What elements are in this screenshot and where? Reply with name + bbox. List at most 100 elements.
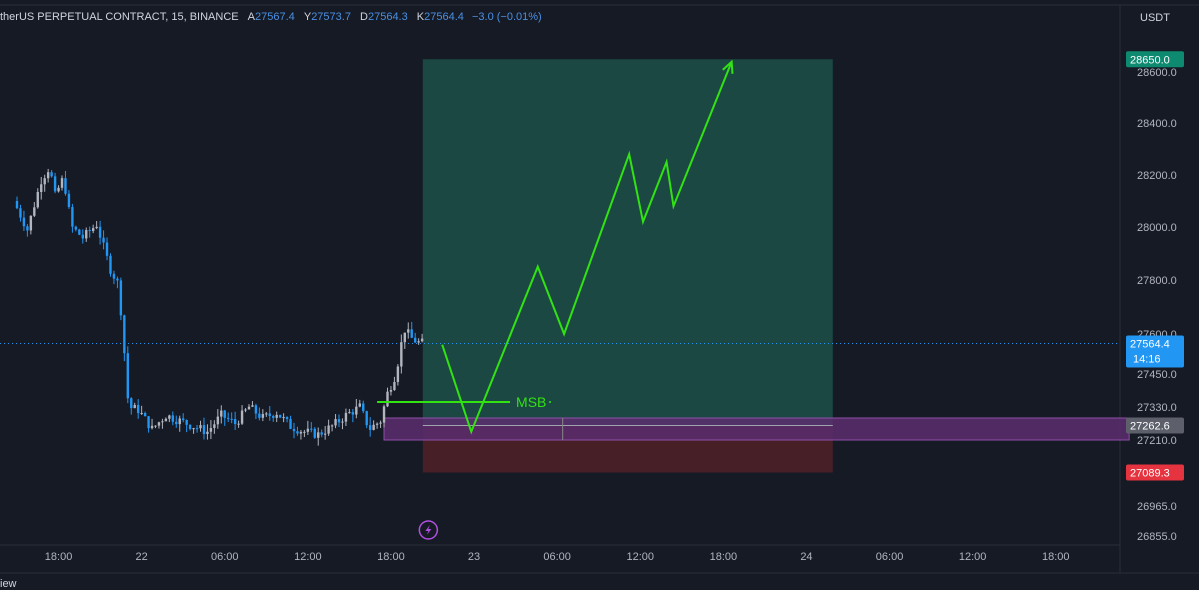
candle-body — [303, 431, 306, 433]
candle-body — [237, 423, 240, 425]
y-tick-label: 28000.0 — [1137, 222, 1177, 234]
candle-body — [268, 413, 271, 417]
candle-body — [282, 417, 285, 419]
candle-body — [341, 421, 344, 423]
candle-body — [407, 329, 410, 333]
supply-zone[interactable] — [383, 417, 1130, 441]
candle-body — [195, 428, 199, 430]
y-tick-label: 27210.0 — [1137, 435, 1177, 447]
candle-body — [26, 226, 29, 231]
candle-body — [46, 172, 50, 179]
candle-body — [223, 410, 226, 418]
candle-body — [382, 406, 386, 423]
candle-body — [140, 413, 143, 415]
stop-price-badge: 27089.3 — [1130, 468, 1170, 480]
symbol-label[interactable]: therUS PERPETUAL CONTRACT, 15, BINANCE — [0, 11, 239, 23]
candle-body — [334, 419, 337, 426]
candle-body — [161, 421, 164, 423]
y-tick-label: 28400.0 — [1137, 118, 1177, 130]
candle-body — [43, 178, 46, 185]
candle-body — [261, 414, 265, 418]
x-tick-label: 06:00 — [543, 551, 571, 563]
y-tick-label: 26855.0 — [1137, 531, 1177, 543]
candle-body — [320, 432, 323, 435]
x-tick-label: 12:00 — [626, 551, 654, 563]
open-value: 27567.4 — [255, 11, 295, 23]
candle-body — [396, 366, 400, 382]
candle-body — [258, 413, 261, 418]
legend-header: therUS PERPETUAL CONTRACT, 15, BINANCE A… — [0, 11, 542, 27]
candle-body — [19, 208, 22, 218]
open-label: A — [247, 11, 256, 23]
candle-body — [413, 337, 417, 343]
change-value: −3.0 (−0.01%) — [471, 11, 542, 23]
candle-body — [98, 226, 102, 238]
last-price-badge: 27564.4 — [1130, 338, 1170, 350]
candle-body — [154, 425, 157, 427]
candle-body — [40, 184, 43, 193]
candle-body — [157, 422, 161, 426]
candle-body — [150, 425, 154, 429]
candle-body — [67, 193, 71, 208]
candle-body — [379, 422, 382, 424]
x-tick-label: 24 — [800, 551, 812, 563]
candle-body — [192, 428, 195, 430]
candle-body — [182, 418, 185, 421]
target-price-badge-bg — [1126, 51, 1184, 68]
candle-body — [133, 404, 136, 409]
candle-body — [400, 342, 403, 367]
candle-body — [227, 417, 230, 419]
candle-body — [91, 228, 95, 232]
candle-body — [365, 411, 368, 426]
candle-body — [60, 178, 64, 188]
candle-body — [185, 420, 188, 425]
candle-body — [410, 329, 413, 338]
candle-body — [299, 431, 303, 434]
candle-body — [136, 404, 140, 414]
candle-body — [289, 418, 292, 429]
candle-body — [64, 178, 67, 194]
candle-body — [323, 433, 327, 435]
candle-body — [358, 403, 361, 407]
candle-body — [216, 416, 220, 425]
x-tick-label: 18:00 — [710, 551, 738, 563]
candle-body — [372, 424, 375, 430]
projection-path[interactable] — [441, 61, 733, 435]
candle-body — [123, 315, 126, 354]
candle-body — [344, 412, 348, 422]
candle-body — [393, 381, 396, 391]
candle-body — [272, 416, 275, 418]
lightning-icon[interactable] — [418, 520, 439, 540]
candle-body — [109, 255, 112, 274]
candle-body — [317, 432, 320, 438]
candle-body — [116, 278, 119, 281]
candle-body — [389, 390, 393, 392]
candle-body — [78, 229, 81, 235]
candle-body — [355, 406, 358, 415]
x-tick-label: 23 — [468, 551, 480, 563]
candle-body — [247, 406, 251, 410]
candle-body — [119, 280, 123, 316]
candle-body — [50, 172, 53, 177]
candle-body — [206, 431, 209, 435]
candle-body — [74, 226, 78, 230]
candle-body — [213, 424, 216, 429]
close-label: K — [416, 11, 425, 23]
stop-price-badge-bg — [1126, 464, 1184, 481]
close-value: 27564.4 — [424, 11, 464, 23]
candle-body — [220, 410, 223, 417]
currency-label: USDT — [1140, 12, 1170, 24]
target-price-badge: 28650.0 — [1130, 54, 1170, 66]
entry-price-badge: 27262.6 — [1130, 421, 1170, 433]
y-tick-label: 28600.0 — [1137, 67, 1177, 79]
candle-body — [130, 398, 133, 409]
candle-body — [348, 412, 351, 414]
candle-body — [233, 419, 237, 425]
candle-body — [285, 417, 289, 419]
target-zone[interactable] — [422, 59, 833, 426]
candle-body — [386, 391, 389, 407]
candle-body — [209, 428, 213, 432]
candle-body — [202, 425, 206, 435]
candle-body — [29, 215, 33, 231]
